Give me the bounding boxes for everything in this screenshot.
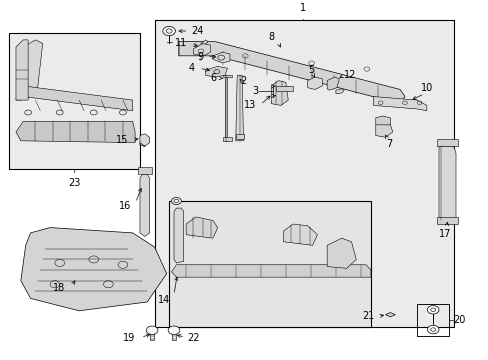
Text: 16: 16 [119, 201, 131, 211]
Polygon shape [222, 75, 232, 77]
Polygon shape [174, 208, 183, 263]
Text: 23: 23 [68, 178, 81, 188]
Polygon shape [276, 86, 292, 91]
Polygon shape [375, 116, 389, 125]
Polygon shape [235, 134, 244, 139]
Text: 10: 10 [420, 83, 432, 93]
Polygon shape [179, 42, 404, 104]
Polygon shape [222, 137, 232, 141]
Polygon shape [137, 167, 152, 175]
Text: 4: 4 [188, 63, 195, 73]
Text: 3: 3 [251, 86, 258, 96]
Text: 18: 18 [53, 283, 65, 293]
Polygon shape [283, 224, 317, 245]
Polygon shape [212, 52, 229, 63]
Polygon shape [16, 40, 42, 100]
Polygon shape [140, 134, 149, 146]
Text: 13: 13 [244, 100, 256, 111]
Polygon shape [140, 143, 144, 147]
Text: 15: 15 [116, 135, 128, 145]
Polygon shape [205, 67, 227, 77]
Bar [169, 201, 370, 327]
Text: 22: 22 [187, 333, 199, 343]
Text: 6: 6 [210, 73, 216, 83]
Polygon shape [16, 40, 28, 100]
Polygon shape [201, 40, 207, 44]
Polygon shape [375, 123, 392, 137]
Text: 7: 7 [386, 139, 392, 149]
Bar [9, 33, 140, 169]
Polygon shape [385, 312, 394, 317]
Text: 1: 1 [299, 3, 305, 13]
Circle shape [163, 26, 175, 36]
Polygon shape [326, 238, 356, 268]
Bar [154, 21, 453, 327]
Polygon shape [335, 89, 344, 94]
Polygon shape [140, 175, 149, 237]
Polygon shape [326, 77, 339, 90]
Polygon shape [21, 228, 166, 311]
Text: 11: 11 [175, 38, 187, 48]
Polygon shape [224, 75, 227, 141]
Text: 14: 14 [158, 295, 170, 305]
Polygon shape [193, 44, 210, 56]
Text: 21: 21 [362, 311, 374, 321]
Text: 2: 2 [240, 76, 246, 86]
Text: 17: 17 [438, 229, 450, 239]
Polygon shape [307, 77, 322, 89]
Text: 5: 5 [308, 65, 314, 75]
Polygon shape [235, 75, 243, 141]
Polygon shape [23, 86, 132, 111]
Text: 12: 12 [344, 70, 356, 80]
Circle shape [427, 325, 438, 334]
Polygon shape [186, 217, 217, 238]
Text: 20: 20 [453, 315, 465, 325]
Bar [416, 304, 448, 336]
Bar [416, 304, 448, 336]
Text: 8: 8 [267, 32, 274, 42]
Circle shape [168, 326, 180, 334]
Circle shape [146, 326, 158, 334]
Polygon shape [436, 139, 458, 146]
Text: 24: 24 [191, 26, 203, 36]
Circle shape [427, 306, 438, 314]
Bar [172, 330, 176, 340]
Polygon shape [438, 146, 455, 224]
Polygon shape [372, 96, 426, 111]
Text: 9: 9 [197, 51, 203, 62]
Polygon shape [171, 265, 370, 277]
Circle shape [171, 198, 181, 204]
Polygon shape [16, 121, 135, 143]
Polygon shape [436, 217, 458, 224]
Polygon shape [271, 81, 287, 105]
Bar [150, 330, 154, 340]
Text: 19: 19 [122, 333, 135, 343]
